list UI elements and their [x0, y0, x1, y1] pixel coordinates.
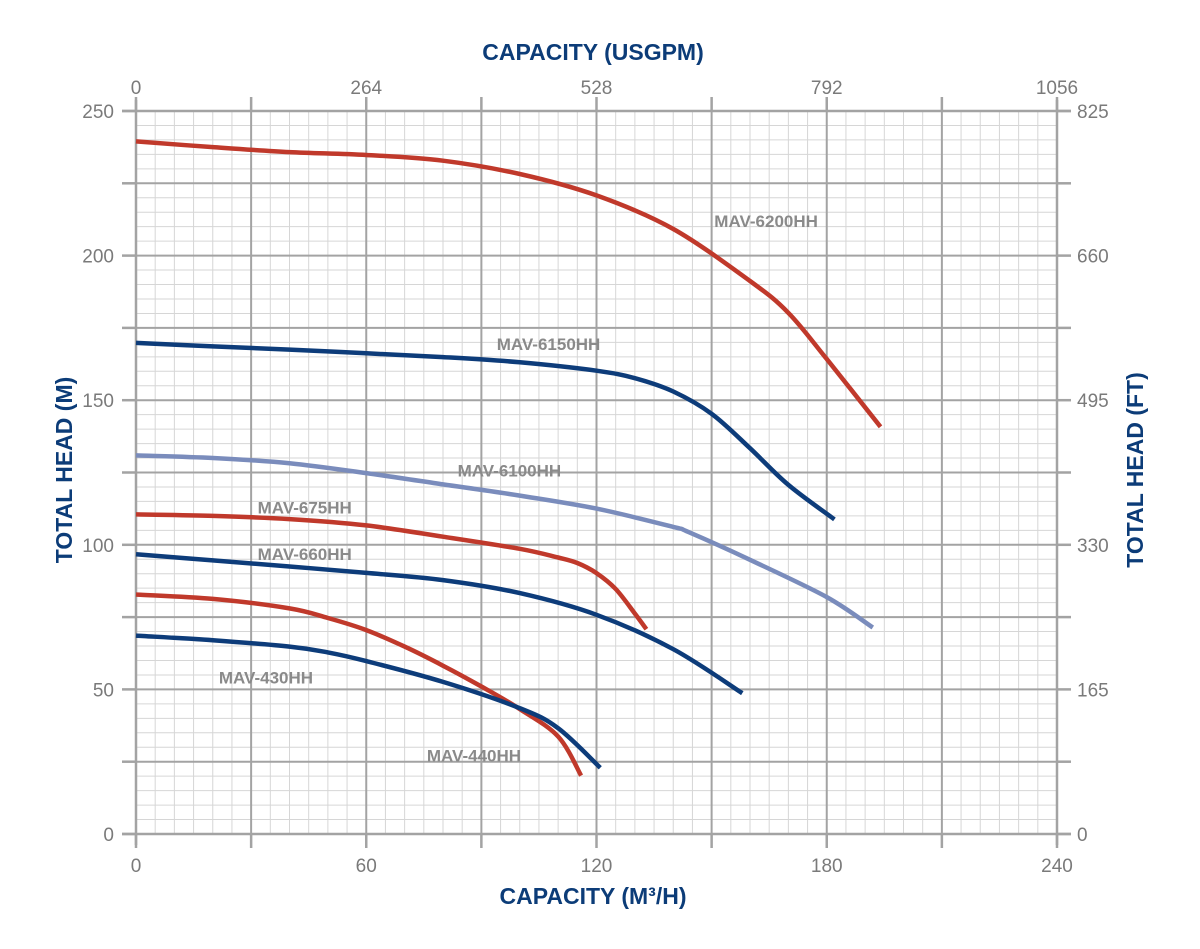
x-tick-label-top: 528: [581, 78, 613, 99]
series-line-mav-6100hh: [135, 453, 875, 630]
grid: [135, 110, 1058, 835]
series-label-mav-660hh: MAV-660HH: [258, 545, 352, 564]
series-line-mav-675hh: [135, 512, 649, 631]
series-label-mav-440hh: MAV-440HH: [427, 747, 521, 766]
x-tick-label-bottom: 120: [581, 856, 613, 877]
x-tick-label-top: 0: [131, 78, 142, 99]
x-axis-title-bottom: CAPACITY (M³/H): [500, 883, 687, 909]
y-tick-label-left: 200: [82, 247, 114, 268]
y-tick-label-right: 330: [1077, 536, 1109, 557]
x-tick-label-bottom: 60: [356, 856, 377, 877]
y-axis-title-left: TOTAL HEAD (M): [51, 377, 77, 564]
series-line-mav-430hh: [135, 633, 602, 770]
y-tick-label-left: 0: [103, 825, 114, 846]
y-tick-label-right: 825: [1077, 102, 1109, 123]
y-tick-label-left: 250: [82, 102, 114, 123]
series-label-mav-675hh: MAV-675HH: [258, 498, 352, 517]
y-tick-label-left: 50: [93, 680, 114, 701]
y-tick-label-left: 150: [82, 391, 114, 412]
series-label-mav-6150hh: MAV-6150HH: [497, 335, 601, 354]
y-tick-label-right: 495: [1077, 391, 1109, 412]
x-axis-title-top: CAPACITY (USGPM): [482, 39, 704, 65]
y-tick-label-right: 165: [1077, 680, 1109, 701]
series-line-mav-660hh: [135, 552, 744, 696]
series-line-mav-6150hh: [135, 340, 836, 522]
x-tick-label-top: 792: [811, 78, 843, 99]
y-tick-label-right: 0: [1077, 825, 1088, 846]
y-tick-label-left: 100: [82, 536, 114, 557]
x-tick-label-bottom: 0: [131, 856, 142, 877]
series-line-mav-6200hh: [135, 139, 883, 429]
x-tick-label-bottom: 180: [811, 856, 843, 877]
x-tick-label-top: 264: [350, 78, 382, 99]
series-line-mav-440hh: [135, 592, 584, 777]
y-axis-title-right: TOTAL HEAD (FT): [1122, 372, 1148, 567]
x-tick-label-bottom: 240: [1041, 856, 1073, 877]
x-tick-label-top: 1056: [1036, 78, 1078, 99]
axes: [122, 97, 1071, 848]
series-label-mav-6200hh: MAV-6200HH: [714, 212, 818, 231]
series-labels: MAV-6200HH MAV-6150HH MAV-6100HH MAV-675HH M…: [219, 212, 818, 765]
series-group: [135, 139, 883, 777]
series-label-mav-6100hh: MAV-6100HH: [458, 461, 562, 480]
y-tick-label-right: 660: [1077, 247, 1109, 268]
series-label-mav-430hh: MAV-430HH: [219, 669, 313, 688]
